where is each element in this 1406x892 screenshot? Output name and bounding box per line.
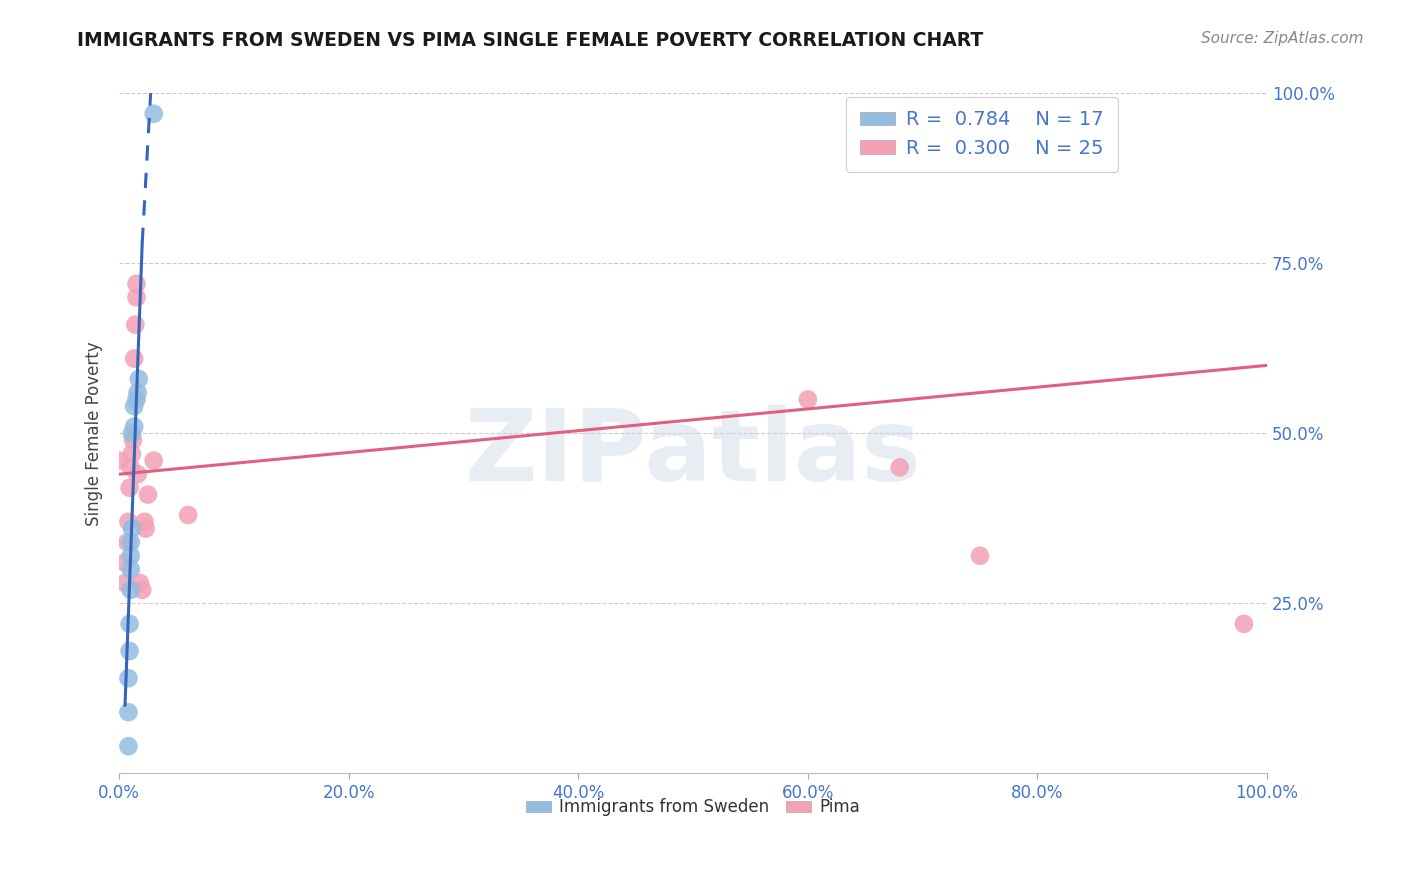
- Point: [108, 453, 131, 467]
- Point: [121, 522, 143, 536]
- Point: [136, 487, 159, 501]
- Point: [127, 467, 149, 482]
- Point: [121, 426, 143, 441]
- Point: [120, 460, 142, 475]
- Point: [142, 453, 165, 467]
- Point: [125, 277, 148, 291]
- Point: [127, 385, 149, 400]
- Point: [114, 556, 136, 570]
- Point: [120, 549, 142, 563]
- Point: [117, 671, 139, 685]
- Point: [122, 351, 145, 366]
- Point: [1233, 616, 1256, 631]
- Point: [797, 392, 820, 407]
- Point: [129, 576, 152, 591]
- Point: [117, 705, 139, 719]
- Point: [969, 549, 991, 563]
- Point: [134, 515, 156, 529]
- Point: [142, 107, 165, 121]
- Point: [131, 582, 153, 597]
- Point: [117, 739, 139, 754]
- Point: [118, 644, 141, 658]
- Point: [122, 433, 145, 447]
- Point: [135, 522, 157, 536]
- Point: [177, 508, 200, 522]
- Text: ZIPatlas: ZIPatlas: [464, 405, 921, 502]
- Point: [117, 515, 139, 529]
- Point: [128, 372, 150, 386]
- Point: [889, 460, 911, 475]
- Point: [120, 535, 142, 549]
- Point: [120, 562, 142, 576]
- Point: [125, 290, 148, 304]
- Point: [125, 392, 148, 407]
- Text: Source: ZipAtlas.com: Source: ZipAtlas.com: [1201, 31, 1364, 46]
- Point: [124, 318, 146, 332]
- Point: [122, 399, 145, 413]
- Text: IMMIGRANTS FROM SWEDEN VS PIMA SINGLE FEMALE POVERTY CORRELATION CHART: IMMIGRANTS FROM SWEDEN VS PIMA SINGLE FE…: [77, 31, 984, 50]
- Point: [118, 481, 141, 495]
- Point: [120, 582, 142, 597]
- Y-axis label: Single Female Poverty: Single Female Poverty: [86, 341, 103, 525]
- Point: [114, 576, 136, 591]
- Point: [117, 535, 139, 549]
- Point: [121, 447, 143, 461]
- Point: [118, 616, 141, 631]
- Legend: Immigrants from Sweden, Pima: Immigrants from Sweden, Pima: [519, 791, 868, 823]
- Point: [122, 419, 145, 434]
